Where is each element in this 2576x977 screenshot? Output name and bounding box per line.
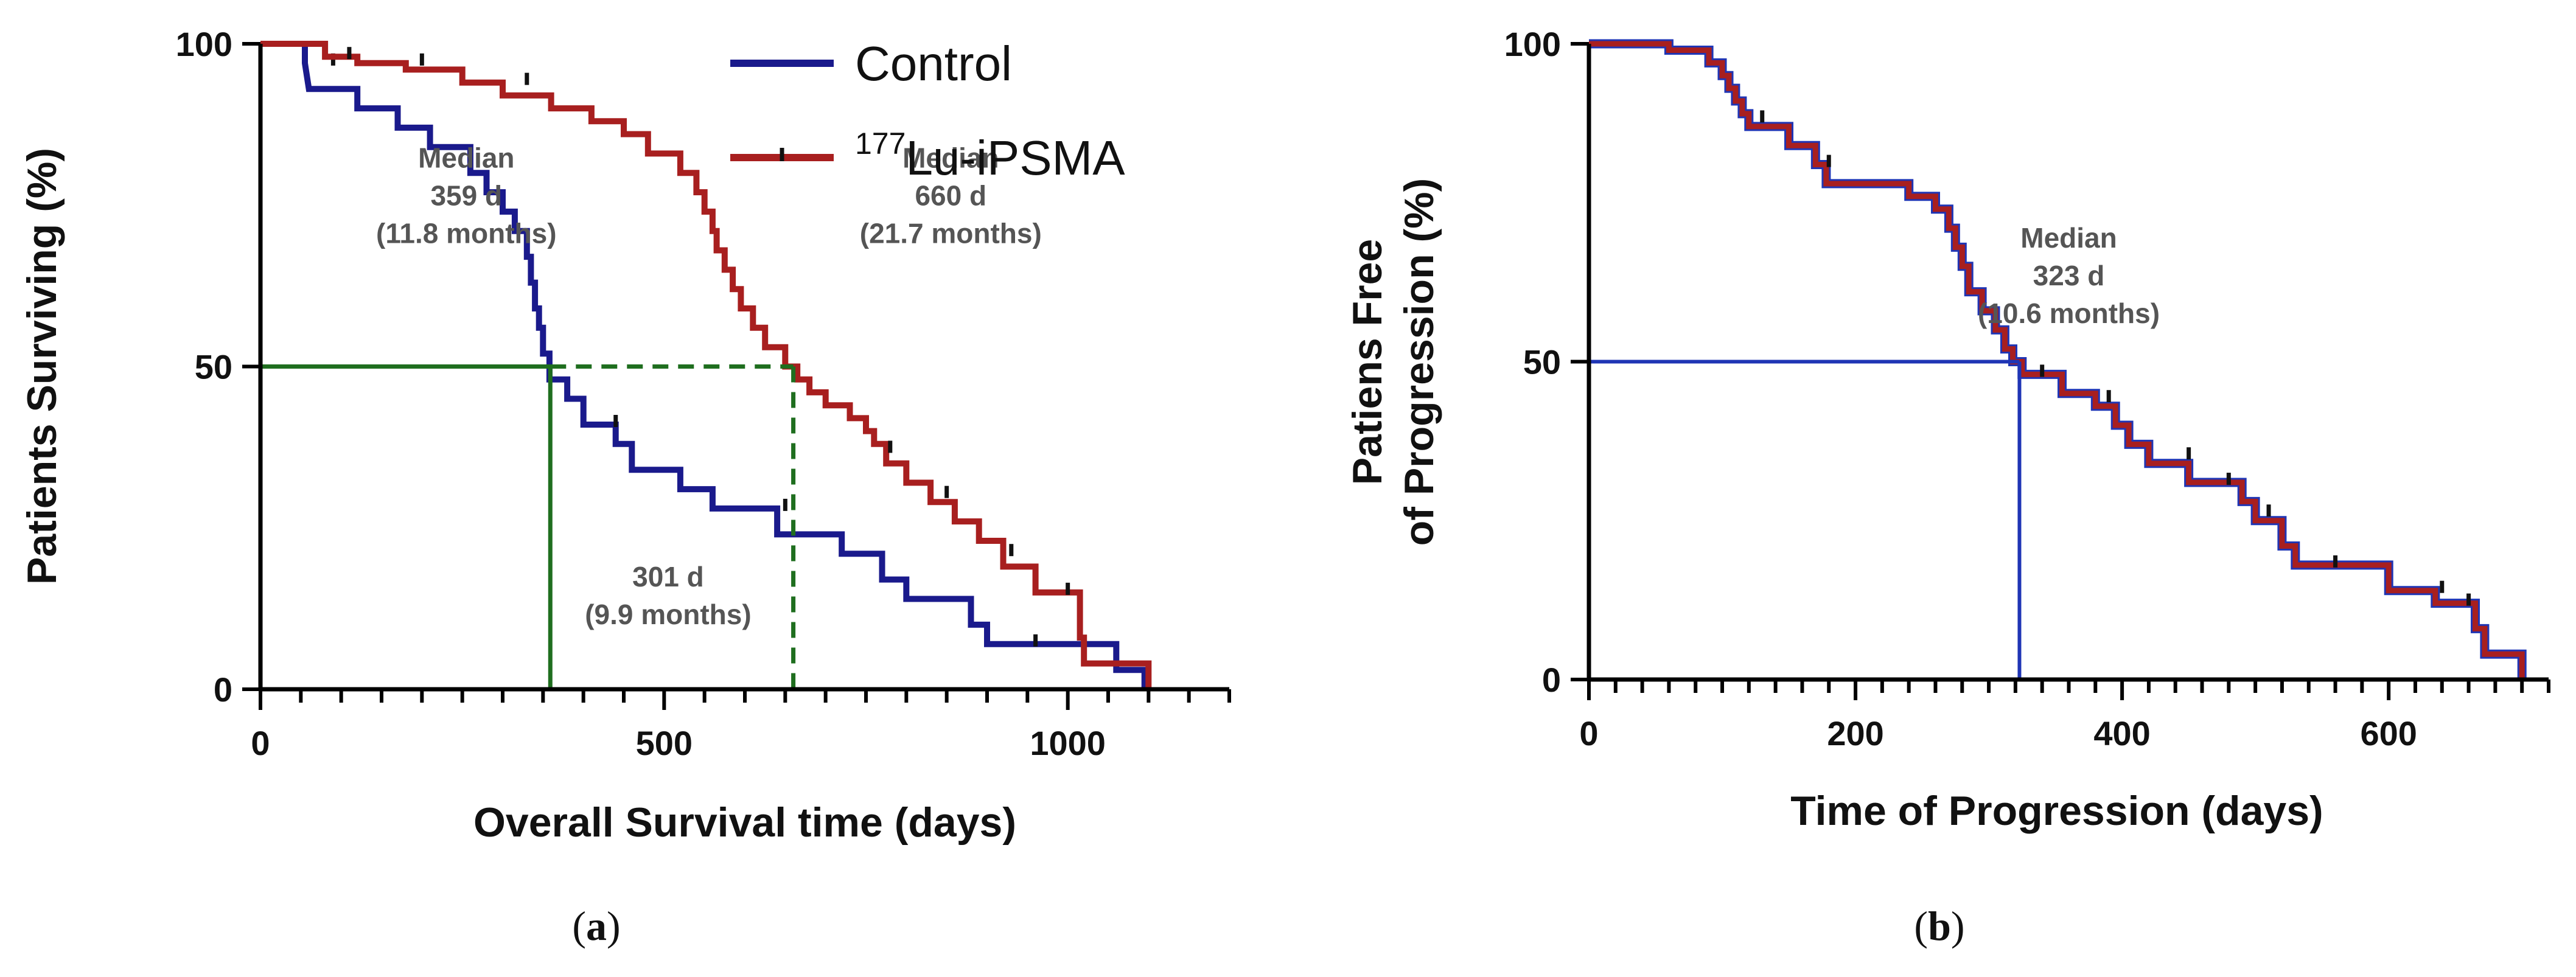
annotation-line: 660 d xyxy=(915,179,986,211)
series-line-177lu-ipsma xyxy=(260,41,1152,689)
legend-label-text: Lu-iPSMA xyxy=(906,131,1125,185)
x-axis-title-a: Overall Survival time (days) xyxy=(473,799,1016,846)
y-tick-label: 0 xyxy=(1542,661,1561,699)
x-tick-label: 200 xyxy=(1827,714,1883,753)
median-lines-b xyxy=(1589,360,2022,680)
panel-label-a: (a) xyxy=(572,903,620,949)
annotation-line: 323 d xyxy=(2033,260,2105,291)
annotations-b: Median 323 d (10.6 months) xyxy=(1978,222,2160,329)
chart-panel-a: 0 500 1000 0 50 100 Overall Survival time (da… xyxy=(19,25,1231,949)
x-tick-label: 400 xyxy=(2093,714,2150,753)
y-tick-label: 100 xyxy=(176,25,232,63)
y-tick-label: 50 xyxy=(195,348,232,386)
annotation-median-control: Median 359 d (11.8 months) xyxy=(376,142,557,249)
annotation-line: (10.6 months) xyxy=(1978,297,2160,329)
legend-label-sup: 177 xyxy=(855,127,906,161)
annotation-difference: 301 d (9.9 months) xyxy=(585,561,751,630)
series-layer-b xyxy=(1589,39,2527,680)
annotations-a: Median 359 d (11.8 months) Median 660 d (21.7… xyxy=(376,142,1042,630)
annotation-line: 301 d xyxy=(632,561,704,593)
y-axis-title-b: Patiens Free of Progression (%) xyxy=(1344,178,1442,546)
annotation-line: (21.7 months) xyxy=(860,217,1042,249)
y-tick-label: 100 xyxy=(1504,25,1561,63)
annotation-line: Median xyxy=(418,142,514,173)
legend-label: Control xyxy=(855,37,1012,91)
x-axis-title-b: Time of Progression (days) xyxy=(1790,788,2323,834)
x-tick-label: 0 xyxy=(251,724,270,762)
annotation-line: (9.9 months) xyxy=(585,599,751,630)
legend-label-text: Control xyxy=(855,37,1012,91)
panel-label-b-letter: b xyxy=(1928,903,1951,949)
panel-label-b: (b) xyxy=(1914,903,1964,949)
panel-label-a-letter: a xyxy=(586,903,607,949)
x-tick-label: 0 xyxy=(1579,714,1598,753)
x-tick-label: 1000 xyxy=(1030,724,1106,762)
ticks-b: 0 200 400 600 0 50 100 xyxy=(1504,25,2550,753)
y-axis-title-a: Patients Surviving (%) xyxy=(19,148,65,585)
annotation-line: Median xyxy=(2020,222,2117,254)
annotation-line: 359 d xyxy=(430,179,502,211)
x-tick-label: 600 xyxy=(2360,714,2417,753)
annotation-line: Median xyxy=(902,142,999,173)
series-line-progression-free xyxy=(1589,41,2525,680)
y-axis-title-b-line2: of Progression (%) xyxy=(1396,178,1442,546)
y-tick-label: 50 xyxy=(1523,343,1561,381)
legend-a: Control 177Lu-iPSMA xyxy=(730,37,1125,185)
chart-panel-b: 0 200 400 600 0 50 100 Time of Progression (da… xyxy=(1344,25,2550,949)
ticks-a: 0 500 1000 0 50 100 xyxy=(176,25,1231,762)
y-axis-title-b-line1: Patiens Free xyxy=(1344,239,1391,485)
annotation-line: (11.8 months) xyxy=(376,217,557,249)
x-tick-label: 500 xyxy=(636,724,693,762)
median-lines-a xyxy=(260,364,796,689)
annotation-median-pfs: Median 323 d (10.6 months) xyxy=(1978,222,2160,329)
annotation-median-lu: Median 660 d (21.7 months) xyxy=(860,142,1042,249)
y-tick-label: 0 xyxy=(214,670,232,709)
legend-label: 177Lu-iPSMA xyxy=(855,127,1125,185)
